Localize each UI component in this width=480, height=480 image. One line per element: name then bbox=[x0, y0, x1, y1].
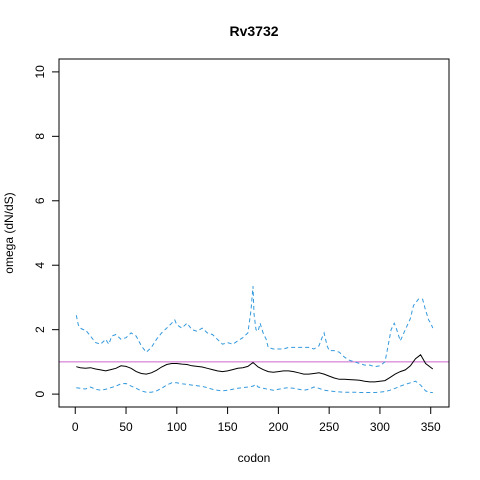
y-tick-label: 8 bbox=[33, 133, 47, 140]
series-line-upper-bound bbox=[75, 286, 434, 368]
x-axis: 0 50 100 150 200 250 300 350 bbox=[72, 406, 441, 434]
series-line-lower-bound bbox=[76, 380, 433, 393]
x-tick-label: 250 bbox=[319, 420, 339, 434]
x-tick-label: 50 bbox=[119, 420, 133, 434]
x-axis-label: codon bbox=[238, 451, 271, 465]
series-layer bbox=[59, 286, 449, 393]
x-tick-label: 350 bbox=[421, 420, 441, 434]
y-tick-label: 0 bbox=[33, 390, 47, 397]
chart-title: Rv3732 bbox=[229, 23, 278, 39]
y-tick-label: 6 bbox=[33, 197, 47, 204]
y-axis: 0 2 4 6 8 10 bbox=[33, 65, 60, 397]
y-tick-label: 10 bbox=[33, 65, 47, 79]
x-tick-label: 0 bbox=[72, 420, 79, 434]
series-line-estimate bbox=[76, 354, 434, 383]
y-tick-label: 2 bbox=[33, 326, 47, 333]
x-tick-label: 100 bbox=[167, 420, 187, 434]
x-tick-label: 150 bbox=[218, 420, 238, 434]
y-tick-label: 4 bbox=[33, 262, 47, 269]
x-tick-label: 300 bbox=[370, 420, 390, 434]
x-tick-label: 200 bbox=[268, 420, 288, 434]
y-axis-label: omega (dN/dS) bbox=[2, 192, 16, 273]
